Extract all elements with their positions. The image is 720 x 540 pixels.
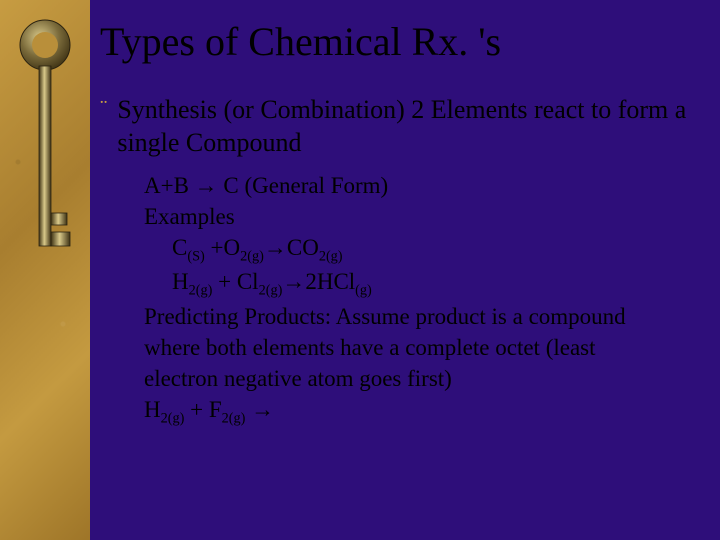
line-general-form: A+B → C (General Form) xyxy=(144,170,704,201)
line-example-1: C(S) +O2(g)→CO2(g) xyxy=(172,232,704,267)
body-block: A+B → C (General Form) Examples C(S) +O2… xyxy=(144,170,704,430)
key-icon xyxy=(18,18,72,288)
line-final: H2(g) + F2(g) → xyxy=(144,394,704,429)
slide-content: Types of Chemical Rx. 's ¨ Synthesis (or… xyxy=(100,18,704,429)
decorative-sidebar xyxy=(0,0,90,540)
bullet-synthesis: ¨ Synthesis (or Combination) 2 Elements … xyxy=(100,93,704,160)
bullet-text: Synthesis (or Combination) 2 Elements re… xyxy=(117,93,704,160)
line-predicting: Predicting Products: Assume product is a… xyxy=(144,301,664,394)
slide-title: Types of Chemical Rx. 's xyxy=(100,18,704,65)
bullet-marker: ¨ xyxy=(100,93,107,124)
line-examples-label: Examples xyxy=(144,201,704,232)
line-example-2: H2(g) + Cl2(g)→2HCl(g) xyxy=(172,266,704,301)
